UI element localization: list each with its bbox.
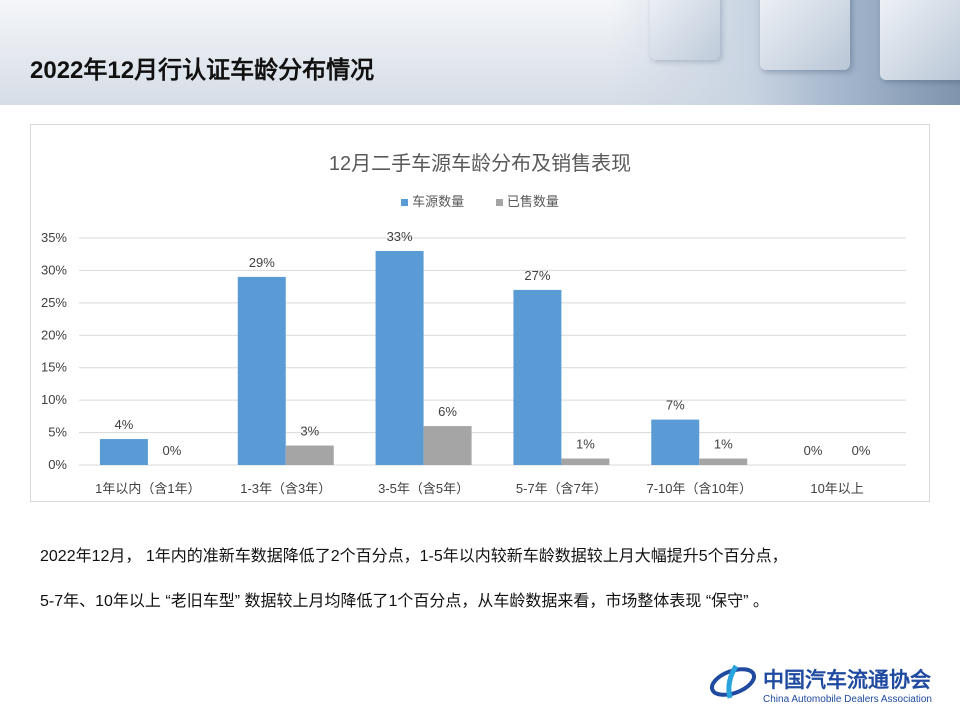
x-tick-label: 5-7年（含7年）	[516, 481, 607, 496]
bar-chart-plot: 0% 5% 10% 15% 20% 25% 30% 35% 4% 0% 1年以内（含1年） 29% 3%…	[41, 229, 906, 496]
x-tick-label: 10年以上	[810, 481, 863, 496]
cada-logo: 中国汽车流通协会 China Automobile Dealers Associ…	[708, 660, 960, 712]
data-label: 6%	[438, 404, 457, 419]
y-tick-label: 20%	[41, 327, 67, 342]
legend-item-sold: 已售数量	[495, 191, 559, 210]
data-label: 4%	[115, 417, 134, 432]
bar-supply	[513, 289, 562, 465]
x-tick-label: 1-3年（含3年）	[240, 481, 331, 496]
legend-label: 已售数量	[506, 194, 559, 209]
summary-line-1: 2022年12月， 1年内的准新车数据降低了2个百分点，1-5年以内较新车龄数据…	[40, 548, 788, 565]
y-tick-label: 30%	[41, 262, 67, 277]
bar-supply	[651, 419, 700, 465]
decoration-cube	[650, 0, 720, 60]
legend-swatch	[401, 199, 409, 207]
bar-sold	[699, 458, 748, 465]
data-label: 1%	[714, 437, 733, 452]
x-tick-label: 7-10年（含10年）	[647, 481, 752, 496]
bar-supply	[237, 276, 286, 465]
legend-swatch	[495, 199, 503, 207]
bar-sold	[561, 458, 610, 465]
decoration-cube	[760, 0, 850, 70]
chart-container: 12月二手车源车龄分布及销售表现 车源数量 已售数量 0% 5% 10% 15% 20%…	[30, 124, 930, 502]
logo-en-text: China Automobile Dealers Association	[763, 694, 932, 705]
header-band: 2022年12月行认证车龄分布情况	[0, 0, 960, 105]
logo-cn-text: 中国汽车流通协会	[763, 667, 931, 692]
chart-legend: 车源数量 已售数量	[31, 191, 929, 210]
data-label: 7%	[666, 398, 685, 413]
bar-sold	[423, 426, 472, 465]
y-tick-label: 15%	[41, 360, 67, 375]
data-label: 0%	[804, 443, 823, 458]
data-label: 3%	[300, 424, 319, 439]
data-label: 27%	[524, 268, 550, 283]
data-label: 0%	[852, 443, 871, 458]
cada-emblem-icon	[709, 664, 757, 699]
chart-title: 12月二手车源车龄分布及销售表现	[328, 153, 632, 175]
legend-label: 车源数量	[412, 194, 465, 209]
data-label: 33%	[387, 229, 413, 244]
x-tick-label: 1年以内（含1年）	[95, 481, 200, 496]
slide-title: 2022年12月行认证车龄分布情况	[30, 57, 375, 84]
header-decoration-image	[610, 0, 960, 105]
y-tick-label: 0%	[48, 457, 67, 472]
decoration-cube	[880, 0, 960, 80]
y-tick-label: 5%	[48, 425, 67, 440]
summary-line-2: 5-7年、10年以上 “老旧车型” 数据较上月均降低了1个百分点，从车龄数据来看…	[40, 593, 769, 610]
y-tick-label: 35%	[41, 230, 67, 245]
data-label: 0%	[163, 443, 182, 458]
bar-sold	[285, 445, 334, 465]
data-label: 1%	[576, 437, 595, 452]
x-tick-label: 3-5年（含5年）	[378, 481, 469, 496]
y-tick-label: 10%	[41, 392, 67, 407]
y-tick-label: 25%	[41, 295, 67, 310]
bar-supply	[375, 250, 424, 465]
bar-supply	[99, 439, 148, 465]
legend-item-supply: 车源数量	[401, 191, 464, 210]
data-label: 29%	[249, 255, 275, 270]
